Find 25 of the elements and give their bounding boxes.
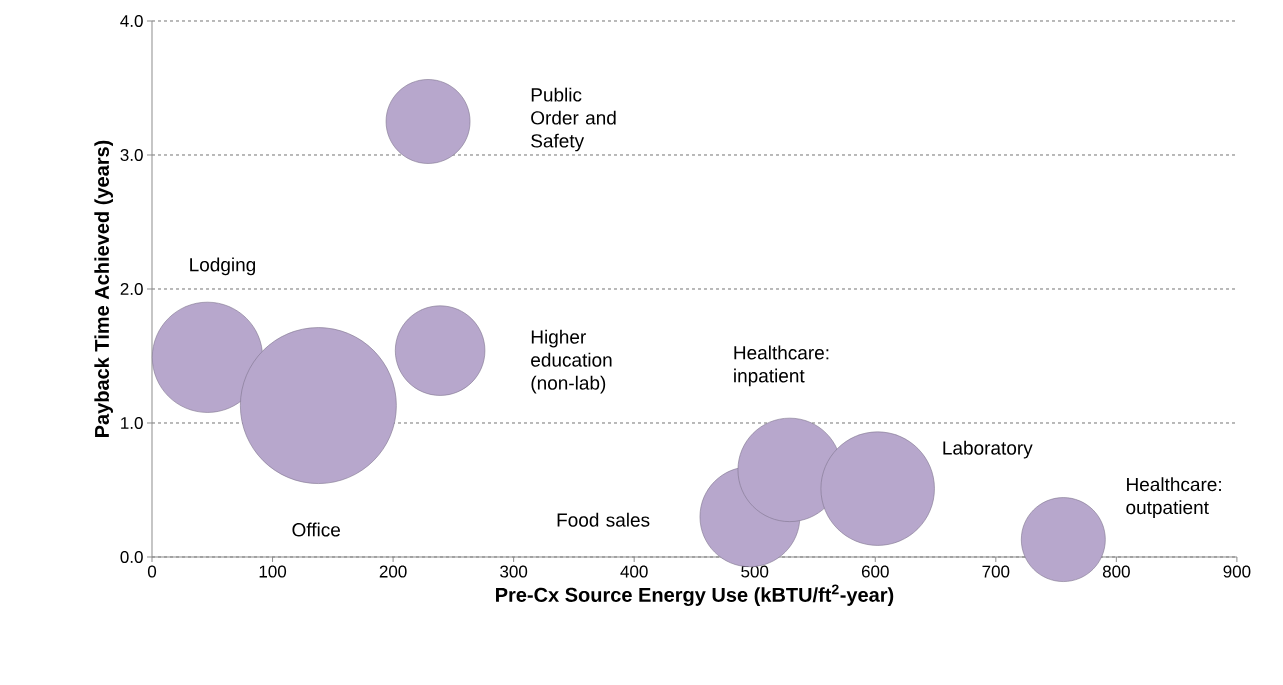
x-axis-title: Pre-Cx Source Energy Use (kBTU/ft$^{2}$-year) — [496, 584, 894, 606]
annotation: Lodging — [190, 257, 256, 276]
y-tick-label: 2.0 — [120, 282, 143, 296]
annotation: Food sales — [557, 512, 650, 527]
x-tick-label: 900 — [1223, 565, 1251, 578]
annotation: Office — [292, 522, 340, 537]
y-tick-label: 4.0 — [120, 14, 143, 28]
annotation: Public Order and Safety — [531, 87, 616, 152]
x-tick-label: 100 — [259, 565, 287, 578]
x-tick-label: 400 — [620, 565, 648, 578]
y-tick-label: 1.0 — [121, 416, 143, 430]
x-tick-label: 500 — [741, 565, 769, 578]
x-tick-label: 0 — [147, 565, 157, 578]
annotation: Healthcare: inpatient — [734, 345, 829, 387]
x-tick-label: 200 — [379, 565, 407, 578]
x-tick-label: 700 — [982, 565, 1010, 578]
y-tick-label: 0.0 — [120, 550, 143, 564]
annotation: Laboratory — [943, 440, 1033, 459]
x-tick-label: 300 — [500, 565, 528, 578]
y-tick-label: 3.0 — [120, 148, 143, 162]
x-tick-label: 800 — [1102, 565, 1130, 578]
y-axis-title: Payback Time Achieved (years) — [94, 140, 113, 437]
annotation: Higher education (non-lab) — [531, 329, 612, 394]
annotation: Healthcare: outpatient — [1126, 477, 1221, 518]
x-tick-label: 600 — [861, 565, 889, 578]
